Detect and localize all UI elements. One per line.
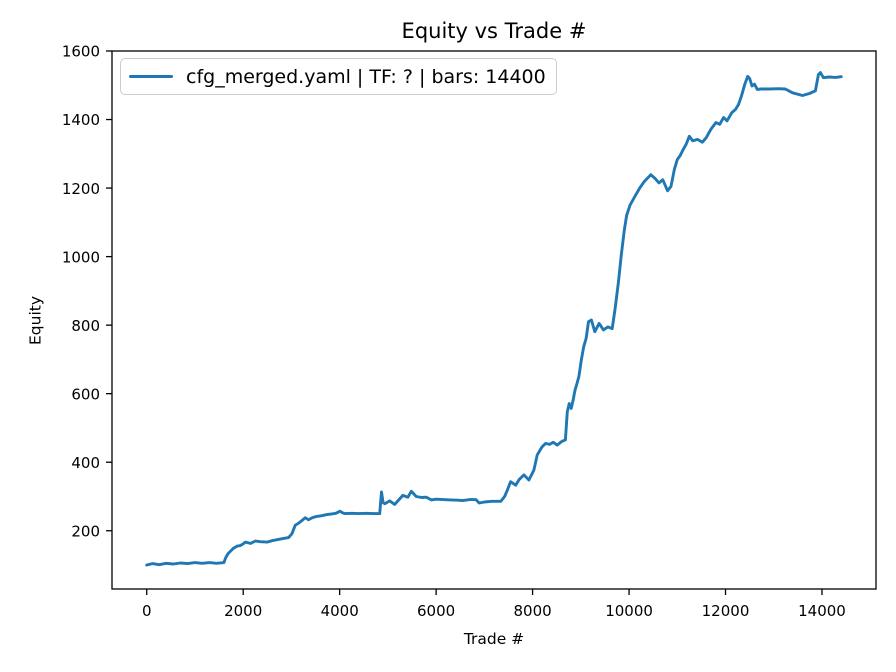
legend-line-swatch [129, 75, 173, 78]
y-tick-label: 1200 [62, 180, 100, 198]
equity-line [145, 71, 843, 567]
y-tick-label: 1000 [62, 248, 100, 266]
legend-label: cfg_merged.yaml | TF: ? | bars: 14400 [186, 65, 546, 88]
x-tick-label: 6000 [417, 602, 455, 620]
y-tick-label: 800 [71, 317, 100, 335]
x-tick-label: 4000 [321, 602, 359, 620]
x-tick-label: 12000 [702, 602, 750, 620]
y-tick-label: 1400 [62, 111, 100, 129]
x-tick-label: 14000 [798, 602, 846, 620]
y-tick-label: 600 [71, 385, 100, 403]
x-tick-label: 2000 [224, 602, 262, 620]
y-tick-label: 200 [71, 522, 100, 540]
x-tick-label: 8000 [513, 602, 551, 620]
y-tick-label: 400 [71, 454, 100, 472]
chart-title: Equity vs Trade # [401, 19, 587, 43]
x-tick-label: 10000 [605, 602, 653, 620]
axes-frame [111, 50, 877, 590]
y-tick-label: 1600 [62, 43, 100, 61]
x-tick-label: 0 [142, 602, 152, 620]
legend: cfg_merged.yaml | TF: ? | bars: 14400 [120, 58, 557, 95]
x-axis-label: Trade # [463, 630, 525, 648]
